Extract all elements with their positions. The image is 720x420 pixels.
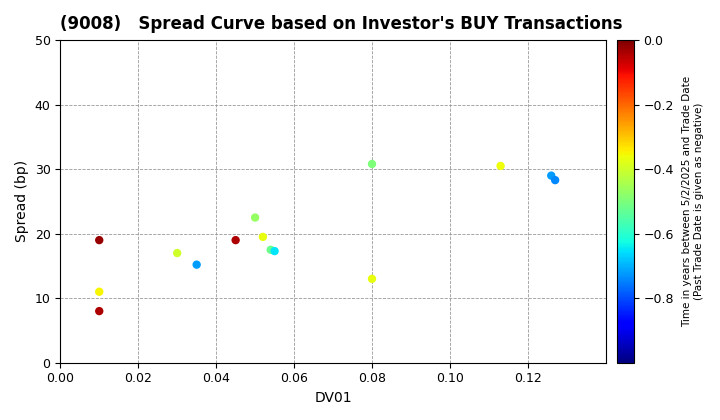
X-axis label: DV01: DV01 — [314, 391, 352, 405]
Point — [495, 163, 506, 169]
Point — [249, 214, 261, 221]
Point — [171, 249, 183, 256]
Point — [94, 237, 105, 244]
Text: (9008)   Spread Curve based on Investor's BUY Transactions: (9008) Spread Curve based on Investor's … — [60, 15, 623, 33]
Y-axis label: Spread (bp): Spread (bp) — [15, 160, 29, 242]
Point — [269, 248, 280, 255]
Y-axis label: Time in years between 5/2/2025 and Trade Date
(Past Trade Date is given as negat: Time in years between 5/2/2025 and Trade… — [682, 76, 703, 327]
Point — [549, 177, 561, 184]
Point — [366, 160, 378, 167]
Point — [94, 308, 105, 315]
Point — [546, 172, 557, 179]
Point — [230, 237, 241, 244]
Point — [94, 289, 105, 295]
Point — [191, 261, 202, 268]
Point — [257, 234, 269, 240]
Point — [265, 247, 276, 253]
Point — [366, 276, 378, 282]
